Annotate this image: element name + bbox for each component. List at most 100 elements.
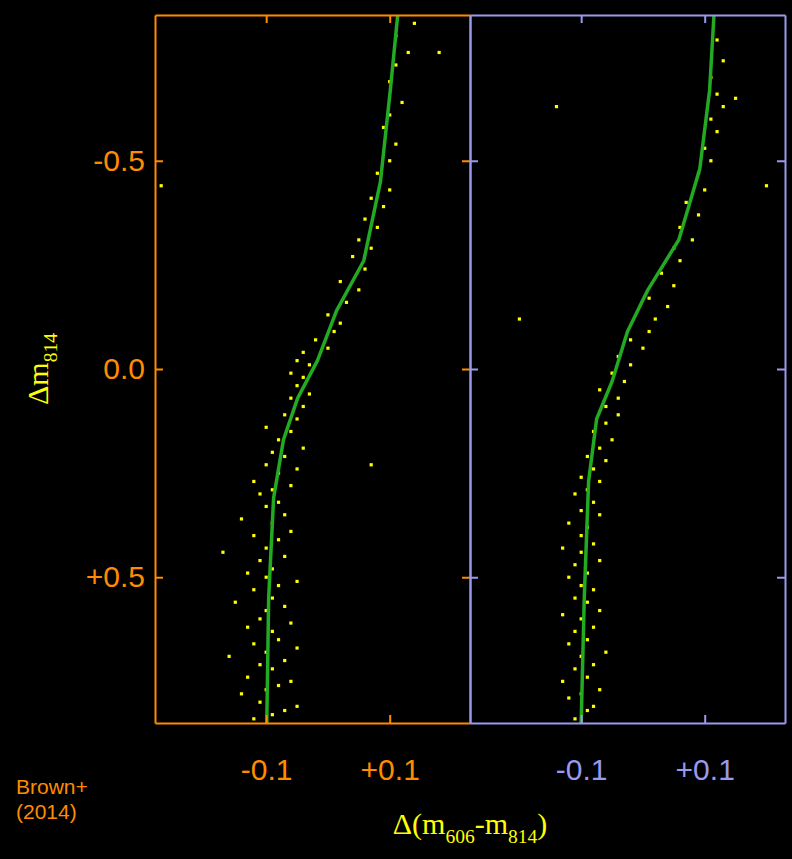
point	[580, 551, 583, 554]
point	[573, 492, 576, 495]
y-axis-title: Δm814	[21, 333, 61, 405]
tick	[470, 161, 478, 162]
point	[592, 501, 595, 504]
point	[413, 22, 416, 25]
y-axis-right	[777, 16, 786, 724]
point	[573, 630, 576, 633]
tick: +0.1	[676, 715, 735, 786]
point	[277, 638, 280, 641]
point	[271, 596, 274, 599]
point	[672, 284, 675, 287]
point	[252, 534, 255, 537]
curve	[267, 15, 398, 723]
point	[592, 542, 595, 545]
point	[295, 417, 298, 420]
x-axis: -0.1+0.1	[156, 715, 471, 786]
tick-mark	[155, 160, 163, 162]
point	[715, 130, 718, 133]
point	[271, 630, 274, 633]
point	[407, 51, 410, 54]
tick-mark	[704, 15, 706, 23]
point	[283, 555, 286, 558]
point	[228, 655, 231, 658]
tick-label: -0.1	[556, 753, 608, 786]
tick	[777, 161, 785, 162]
point	[697, 213, 700, 216]
chart: -0.1+0.1-0.50.0+0.5Δm814Δ(m606-m814)Brow…	[0, 0, 792, 859]
point	[586, 455, 589, 458]
tick	[470, 577, 478, 578]
text-part: )	[537, 807, 547, 841]
point	[277, 684, 280, 687]
point	[283, 659, 286, 662]
point	[722, 105, 725, 108]
point	[604, 422, 607, 425]
tick: -0.5	[93, 144, 163, 177]
point	[561, 546, 564, 549]
point	[339, 280, 342, 283]
tick	[581, 15, 582, 23]
point	[592, 626, 595, 629]
point	[363, 267, 366, 270]
point	[709, 118, 712, 121]
point	[617, 397, 620, 400]
x-axis: -0.1 +0.1	[471, 715, 786, 786]
text-part: Δ(m	[393, 807, 446, 841]
point	[370, 247, 373, 250]
point	[586, 601, 589, 604]
point	[567, 576, 570, 579]
point	[258, 663, 261, 666]
annotation-line: Brown+	[16, 775, 88, 798]
tick-mark	[389, 715, 391, 723]
point	[598, 388, 601, 391]
point	[573, 563, 576, 566]
tick	[777, 577, 785, 578]
plot-area	[160, 15, 441, 723]
point	[567, 521, 570, 524]
point	[629, 363, 632, 366]
point	[604, 459, 607, 462]
point	[265, 505, 268, 508]
point	[586, 709, 589, 712]
point	[598, 559, 601, 562]
tick: 0.0	[103, 352, 163, 385]
point	[598, 513, 601, 516]
curve	[581, 15, 714, 723]
point	[265, 426, 268, 429]
point	[246, 676, 249, 679]
point	[765, 184, 768, 187]
annotation: Brown+(2014)	[16, 775, 88, 823]
point	[295, 580, 298, 583]
tick: +0.1	[361, 715, 420, 786]
point	[666, 305, 669, 308]
point	[295, 467, 298, 470]
point	[722, 59, 725, 62]
point	[388, 159, 391, 162]
point	[295, 384, 298, 387]
point	[265, 546, 268, 549]
point	[617, 413, 620, 416]
point	[277, 584, 280, 587]
point	[295, 646, 298, 649]
tick-mark	[155, 577, 163, 579]
point	[258, 701, 261, 704]
tick-mark	[266, 15, 268, 23]
point	[580, 534, 583, 537]
point	[289, 372, 292, 375]
tick-mark	[462, 160, 470, 162]
tick-mark	[581, 715, 583, 723]
point	[308, 392, 311, 395]
point	[573, 596, 576, 599]
x-axis-top	[471, 15, 786, 23]
point	[592, 705, 595, 708]
point	[240, 517, 243, 520]
point	[648, 330, 651, 333]
point	[289, 530, 292, 533]
tick-mark	[462, 577, 470, 579]
point	[610, 438, 613, 441]
point	[598, 609, 601, 612]
point	[573, 667, 576, 670]
point	[289, 484, 292, 487]
point	[258, 492, 261, 495]
tick-mark	[777, 160, 785, 162]
